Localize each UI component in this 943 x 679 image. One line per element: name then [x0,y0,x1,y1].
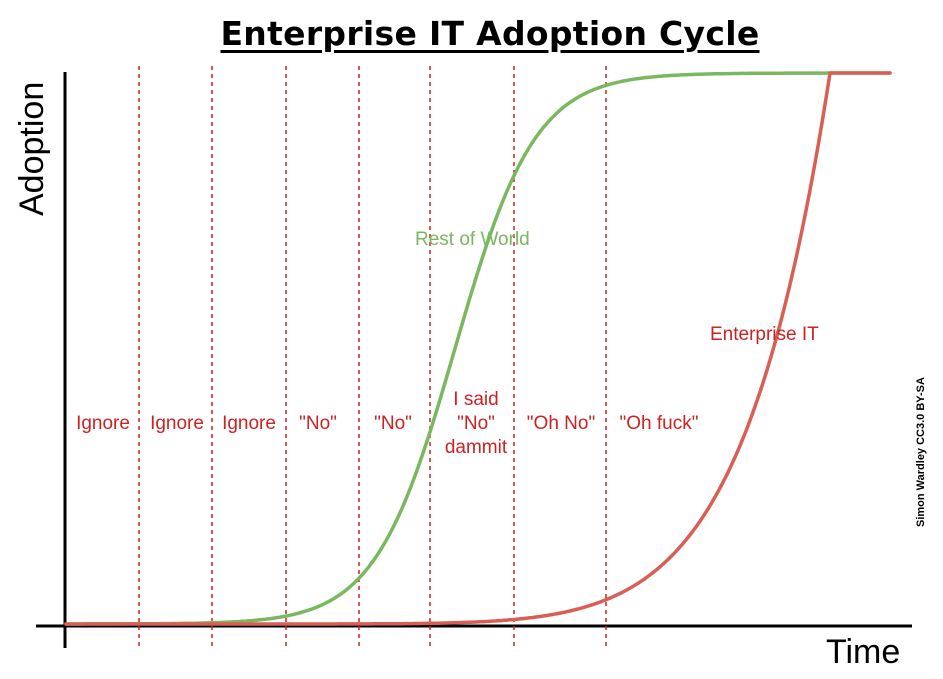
phase-label-ignore-1: Ignore [76,413,130,434]
phase-label-oh-fuck: "Oh fuck" [619,413,699,434]
phase-label-oh-no: "Oh No" [526,413,596,434]
phase-label-no-dammit: I said "No" dammit [444,389,508,458]
rest-of-world-curve [64,71,892,626]
phase-label-ignore-2: Ignore [150,413,204,434]
phase-label-ignore-3: Ignore [222,413,276,434]
x-axis-label: Time [826,633,901,671]
phase-label-no-1: "No" [299,413,337,434]
phase-dividers [138,66,607,650]
enterprise-it-label: Enterprise IT [710,324,819,345]
y-axis-label: Adoption [13,81,51,216]
rest-of-world-label: Rest of World [415,229,530,250]
enterprise-it-curve [64,71,892,626]
phase-label-no-2: "No" [374,413,412,434]
credit-text: Simon Wardley CC3.0 BY-SA [915,377,927,527]
page-title: Enterprise IT Adoption Cycle [220,14,760,53]
